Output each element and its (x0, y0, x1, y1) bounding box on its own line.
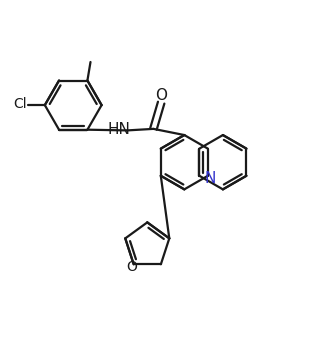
Text: N: N (205, 171, 216, 186)
Text: O: O (127, 260, 138, 274)
Text: Cl: Cl (13, 97, 27, 111)
Text: O: O (155, 88, 167, 103)
Text: HN: HN (107, 122, 130, 137)
